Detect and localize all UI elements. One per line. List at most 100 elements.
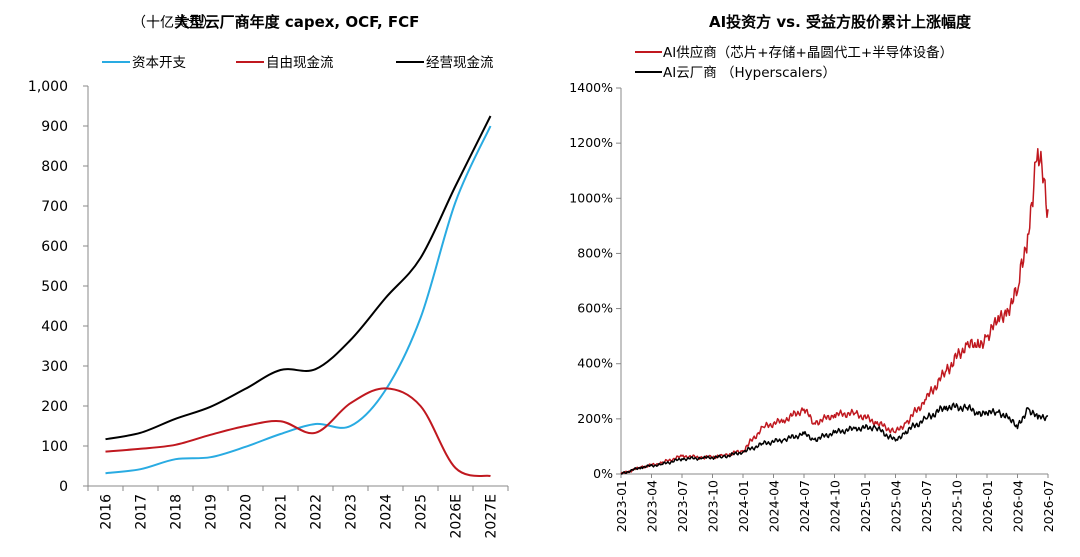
stock-x-tick-label: 2025-07: [919, 480, 934, 532]
stock-data-point: [894, 431, 898, 435]
capex-y-tick-label: 1,000: [28, 79, 68, 95]
stock-x-tick-label: 2023-07: [675, 480, 690, 532]
stock-y-tick-label: 0%: [593, 466, 613, 481]
capex-data-point: [244, 424, 248, 428]
capex-data-point: [139, 467, 143, 471]
capex-y-tick-label: 300: [41, 359, 68, 375]
stock-data-point: [995, 410, 999, 414]
capex-data-point: [244, 445, 248, 449]
stock-data-point: [853, 411, 857, 415]
capex-y-tick-label: 600: [41, 239, 68, 255]
capex-x-tick-label: 2020: [239, 494, 255, 530]
capex-data-point: [454, 184, 458, 188]
stock-x-tick-label: 2023-01: [614, 480, 629, 532]
capex-data-point: [139, 431, 143, 435]
capex-legend: 资本开支 自由现金流 经营现金流: [102, 55, 494, 71]
capex-y-tick-label: 200: [41, 399, 68, 415]
stock-data-point: [965, 406, 969, 410]
stock-x-tick-label: 2025-10: [950, 480, 965, 532]
capex-y-tick-label: 100: [41, 439, 68, 455]
stock-data-point: [660, 462, 664, 466]
capex-data-point: [454, 200, 458, 204]
stock-data-point: [761, 425, 765, 429]
capex-data-point: [104, 471, 108, 475]
capex-chart-svg: （十亿美元） 大型云厂商年度 capex, OCF, FCF 资本开支 自由现金流…: [28, 13, 509, 538]
capex-data-point: [244, 387, 248, 391]
capex-y-tick-label: 800: [41, 159, 68, 175]
stock-y-tick-label: 1400%: [569, 80, 613, 95]
capex-series-line-2: [105, 115, 492, 441]
capex-data-point: [279, 419, 283, 423]
stock-x-tick-label: 2024-10: [828, 480, 843, 532]
stock-data-point: [802, 407, 806, 411]
capex-x-tick-label: 2027E: [484, 494, 500, 538]
stock-chart-title: AI投资方 vs. 受益方股价累计上涨幅度: [709, 13, 972, 31]
capex-chart: （十亿美元） 大型云厂商年度 capex, OCF, FCF 资本开支 自由现金流…: [0, 0, 540, 553]
stock-series: [620, 147, 1050, 475]
stock-data-point: [1016, 290, 1020, 294]
stock-data-point: [944, 404, 948, 408]
stock-data-point: [812, 438, 816, 442]
capex-data-point: [174, 417, 178, 421]
capex-data-point: [349, 338, 353, 342]
capex-data-point: [419, 316, 423, 320]
capex-data-point: [104, 450, 108, 454]
capex-legend-label-1: 自由现金流: [266, 55, 334, 71]
stock-data-point: [924, 398, 928, 402]
stock-legend-label-1: AI云厂商 （Hyperscalers）: [663, 65, 836, 81]
stock-y-tick-label: 400%: [577, 356, 613, 371]
capex-y-tick-label: 700: [41, 199, 68, 215]
stock-data-point: [873, 420, 877, 424]
stock-y-tick-label: 1000%: [569, 190, 613, 205]
capex-x-tick-label: 2023: [344, 494, 360, 530]
stock-data-point: [833, 413, 837, 417]
stock-data-point: [853, 427, 857, 431]
capex-x-tick-label: 2016: [99, 494, 115, 530]
capex-data-point: [489, 124, 493, 128]
capex-y-tick-label: 0: [59, 479, 68, 495]
stock-data-point: [924, 417, 928, 421]
capex-series-line-1: [105, 387, 491, 477]
capex-data-point: [454, 466, 458, 470]
capex-data-point: [209, 405, 213, 409]
stock-x-tick-label: 2024-01: [736, 480, 751, 532]
capex-data-point: [349, 401, 353, 405]
stock-series-line-0: [620, 147, 1049, 475]
stock-x-tick-label: 2026-01: [980, 480, 995, 532]
capex-legend-label-0: 资本开支: [132, 55, 186, 71]
stock-data-point: [985, 334, 989, 338]
stock-data-point: [975, 345, 979, 349]
capex-x-tick-label: 2025: [414, 494, 430, 530]
capex-y-tick-label: 400: [41, 319, 68, 335]
stock-data-point: [1046, 207, 1050, 211]
stock-data-point: [761, 442, 765, 446]
stock-data-point: [1026, 232, 1030, 236]
stock-data-point: [1046, 414, 1050, 418]
stock-data-point: [873, 425, 877, 429]
capex-y-tick-label: 500: [41, 279, 68, 295]
capex-data-point: [314, 367, 318, 371]
stock-series-line-1: [620, 402, 1049, 475]
stock-x-tick-label: 2025-01: [858, 480, 873, 532]
stock-x-tick-label: 2024-04: [767, 480, 782, 532]
stock-y-tick-label: 600%: [577, 301, 613, 316]
capex-x-tick-label: 2021: [274, 494, 290, 530]
stock-data-point: [1036, 417, 1040, 421]
stock-y-tick-label: 1200%: [569, 135, 613, 150]
capex-y-tick-label: 900: [41, 119, 68, 135]
capex-data-point: [349, 424, 353, 428]
stock-data-point: [904, 421, 908, 425]
capex-data-point: [314, 422, 318, 426]
stock-chart: AI投资方 vs. 受益方股价累计上涨幅度 AI供应商（芯片+存储+晶圆代工+半…: [540, 0, 1080, 553]
stock-data-point: [1016, 427, 1020, 431]
stock-data-point: [995, 320, 999, 324]
capex-legend-label-2: 经营现金流: [426, 55, 494, 71]
capex-data-point: [279, 368, 283, 372]
stock-data-point: [721, 455, 725, 459]
stock-data-point: [985, 411, 989, 415]
stock-data-point: [639, 465, 643, 469]
capex-data-point: [209, 433, 213, 437]
capex-series: [104, 115, 493, 477]
stock-legend-label-0: AI供应商（芯片+存储+晶圆代工+半导体设备）: [663, 44, 953, 61]
capex-data-point: [139, 447, 143, 451]
